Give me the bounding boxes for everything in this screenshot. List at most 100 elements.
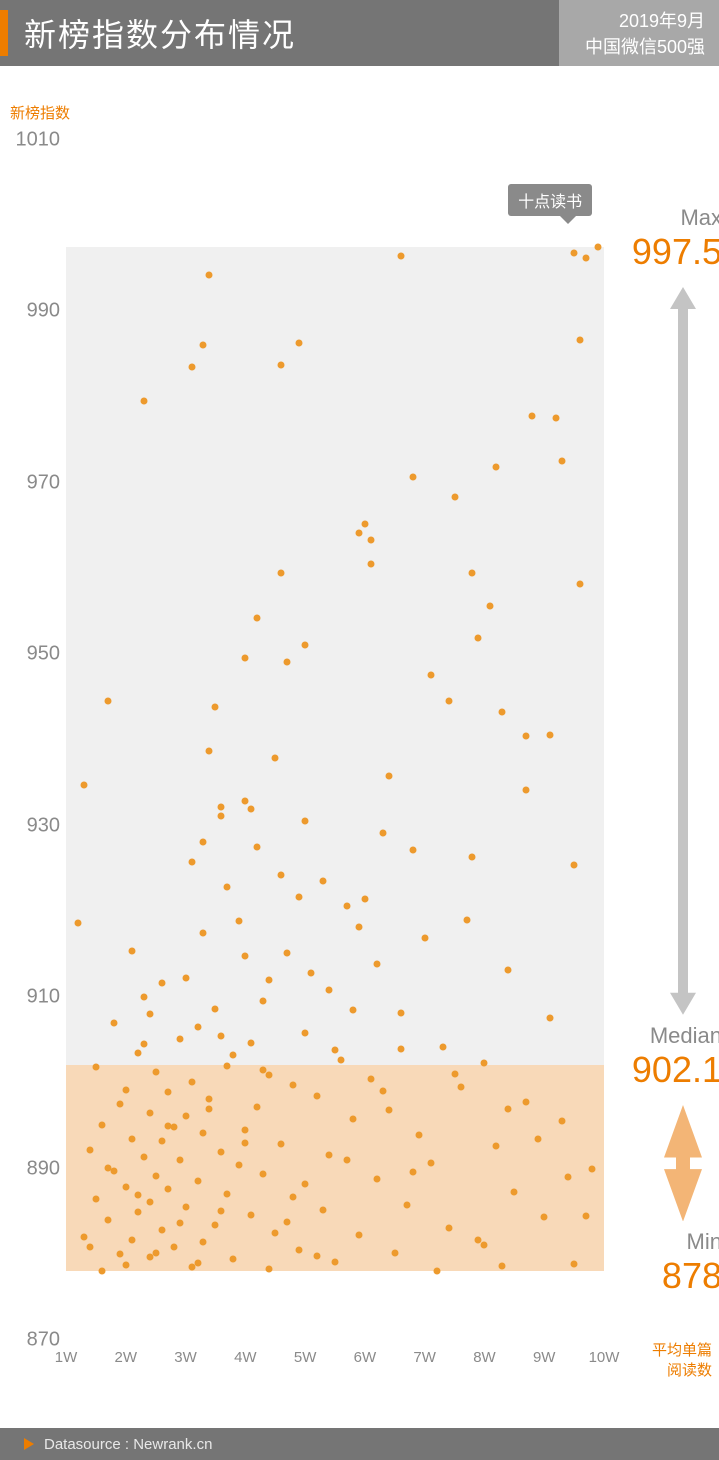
data-point xyxy=(116,1251,123,1258)
data-point xyxy=(104,697,111,704)
data-point xyxy=(224,1191,231,1198)
data-point xyxy=(182,975,189,982)
data-point xyxy=(176,1219,183,1226)
data-point xyxy=(116,1101,123,1108)
data-point xyxy=(487,603,494,610)
data-point xyxy=(152,1068,159,1075)
data-point xyxy=(200,929,207,936)
data-point xyxy=(589,1165,596,1172)
data-point xyxy=(170,1124,177,1131)
data-point xyxy=(326,987,333,994)
data-point xyxy=(511,1188,518,1195)
data-point xyxy=(475,1236,482,1243)
data-point xyxy=(176,1036,183,1043)
data-point xyxy=(188,1079,195,1086)
footer-text: Datasource : Newrank.cn xyxy=(44,1436,212,1453)
median-label: Median xyxy=(632,1023,719,1049)
data-point xyxy=(230,1256,237,1263)
data-point xyxy=(493,464,500,471)
data-point xyxy=(290,1082,297,1089)
data-point xyxy=(343,903,350,910)
page-title: 新榜指数分布情况 xyxy=(24,10,296,56)
data-point xyxy=(595,244,602,251)
data-point xyxy=(260,1170,267,1177)
data-point xyxy=(415,1132,422,1139)
data-point xyxy=(206,748,213,755)
data-point xyxy=(254,1103,261,1110)
data-point xyxy=(152,1173,159,1180)
data-point xyxy=(332,1047,339,1054)
data-point xyxy=(296,340,303,347)
data-point xyxy=(128,947,135,954)
y-tick-label: 1010 xyxy=(14,129,60,152)
data-point xyxy=(194,1259,201,1266)
data-point xyxy=(445,1224,452,1231)
data-point xyxy=(302,1181,309,1188)
data-point xyxy=(200,1239,207,1246)
data-point xyxy=(397,1045,404,1052)
data-point xyxy=(254,844,261,851)
median-value: 902.1 xyxy=(632,1049,719,1091)
data-point xyxy=(343,1157,350,1164)
lower-band xyxy=(66,1065,604,1272)
data-point xyxy=(230,1052,237,1059)
data-point xyxy=(427,1159,434,1166)
data-point xyxy=(278,361,285,368)
data-point xyxy=(409,473,416,480)
data-point xyxy=(164,1089,171,1096)
data-point xyxy=(158,1227,165,1234)
data-point xyxy=(74,919,81,926)
data-point xyxy=(146,1011,153,1018)
data-point xyxy=(559,1118,566,1125)
data-point xyxy=(553,414,560,421)
data-point xyxy=(302,641,309,648)
data-point xyxy=(451,493,458,500)
data-point xyxy=(314,1092,321,1099)
max-label-block: Max997.5 xyxy=(632,205,719,273)
data-point xyxy=(577,336,584,343)
data-point xyxy=(571,862,578,869)
y-axis-title: 新榜指数 xyxy=(10,102,70,123)
data-point xyxy=(218,1208,225,1215)
data-point xyxy=(194,1178,201,1185)
data-point xyxy=(140,994,147,1001)
data-point xyxy=(146,1199,153,1206)
data-point xyxy=(284,659,291,666)
data-point xyxy=(248,1039,255,1046)
data-point xyxy=(236,917,243,924)
data-point xyxy=(140,1154,147,1161)
data-point xyxy=(349,1007,356,1014)
data-point xyxy=(505,966,512,973)
data-point xyxy=(140,1041,147,1048)
footer: Datasource : Newrank.cn xyxy=(0,1428,719,1460)
data-point xyxy=(260,1067,267,1074)
data-point xyxy=(284,949,291,956)
data-point xyxy=(188,858,195,865)
header-subtitle: 中国微信500强 xyxy=(585,33,705,59)
data-point xyxy=(290,1193,297,1200)
y-tick-label: 990 xyxy=(14,300,60,323)
data-point xyxy=(182,1113,189,1120)
data-point xyxy=(535,1135,542,1142)
max-label: Max xyxy=(632,205,719,231)
data-point xyxy=(242,654,249,661)
header: 新榜指数分布情况 2019年9月 中国微信500强 xyxy=(0,0,719,66)
data-point xyxy=(296,1247,303,1254)
y-tick-label: 930 xyxy=(14,814,60,837)
data-point xyxy=(134,1192,141,1199)
data-point xyxy=(523,786,530,793)
data-point xyxy=(529,413,536,420)
data-point xyxy=(314,1253,321,1260)
data-point xyxy=(110,1019,117,1026)
data-point xyxy=(499,708,506,715)
data-point xyxy=(499,1263,506,1270)
x-tick-label: 7W xyxy=(413,1349,436,1366)
x-tick-label: 9W xyxy=(533,1349,556,1366)
y-tick-label: 910 xyxy=(14,986,60,1009)
data-point xyxy=(278,1140,285,1147)
data-point xyxy=(218,813,225,820)
header-accent-bar xyxy=(0,10,8,56)
x-axis-title: 平均单篇阅读数 xyxy=(652,1341,712,1380)
data-point xyxy=(541,1214,548,1221)
data-point xyxy=(134,1209,141,1216)
